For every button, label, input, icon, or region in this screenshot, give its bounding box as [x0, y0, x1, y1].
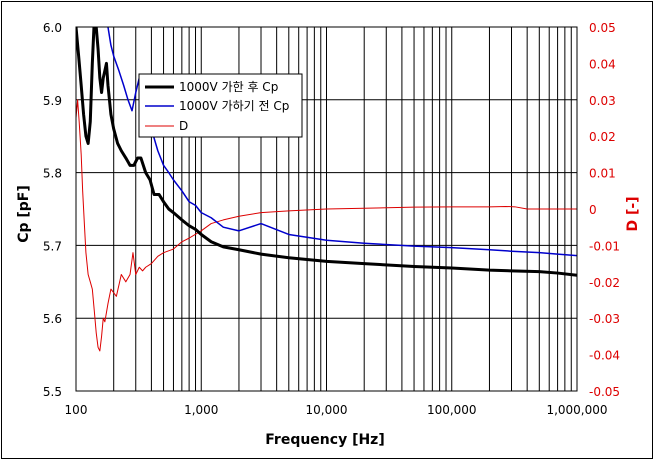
y-right-tick-label: 0: [589, 203, 597, 217]
y-right-tick-label: -0.05: [589, 385, 620, 399]
y-right-axis-title: D [-]: [625, 196, 641, 231]
y-right-tick-label: 0.01: [589, 167, 616, 181]
y-left-tick-label: 5.6: [43, 312, 62, 326]
x-tick-label: 100: [65, 403, 88, 417]
x-tick-label: 1,000: [184, 403, 218, 417]
y-left-tick-label: 5.5: [43, 385, 62, 399]
y-right-tick-label: 0.04: [589, 57, 616, 71]
y-left-tick-label: 5.7: [43, 239, 62, 253]
y-left-tick-label: 6.0: [43, 21, 62, 35]
series-line-1: [107, 27, 577, 257]
x-tick-label: 10,000: [306, 403, 348, 417]
plot-area-border: [75, 26, 578, 392]
y-right-tick-label: -0.01: [589, 239, 620, 253]
y-right-tick-label: 0.02: [589, 130, 616, 144]
legend-label-d: D: [179, 119, 188, 133]
legend: 1000V 가한 후 Cp 1000V 가하기 전 Cp D: [138, 73, 303, 138]
series-line-2: [76, 99, 577, 352]
y-left-axis-title: Cp [pF]: [16, 185, 32, 243]
y-right-tick-labels: -0.05 -0.04 -0.03 -0.02 -0.01 0 0.01 0.02 0.03 0.…: [589, 21, 620, 399]
y-left-tick-labels: 5.5 5.6 5.7 5.8 5.9 6.0: [43, 21, 62, 399]
y-left-tick-label: 5.9: [43, 94, 62, 108]
series-lines: [76, 27, 577, 352]
y-right-tick-label: 0.03: [589, 94, 616, 108]
y-right-tick-label: -0.03: [589, 312, 620, 326]
y-left-tick-label: 5.8: [43, 167, 62, 181]
y-right-tick-label: -0.04: [589, 349, 620, 363]
legend-label-after: 1000V 가한 후 Cp: [179, 80, 278, 94]
legend-label-before: 1000V 가하기 전 Cp: [179, 99, 289, 113]
x-axis-title: Frequency [Hz]: [265, 432, 384, 448]
series-line-0: [76, 27, 577, 277]
y-right-tick-label: -0.02: [589, 276, 620, 290]
y-right-tick-label: 0.05: [589, 21, 616, 35]
x-tick-labels: 100 1,000 10,000 100,000 1,000,000: [65, 403, 608, 417]
x-tick-label: 100,000: [427, 403, 477, 417]
x-tick-label: 1,000,000: [546, 403, 607, 417]
